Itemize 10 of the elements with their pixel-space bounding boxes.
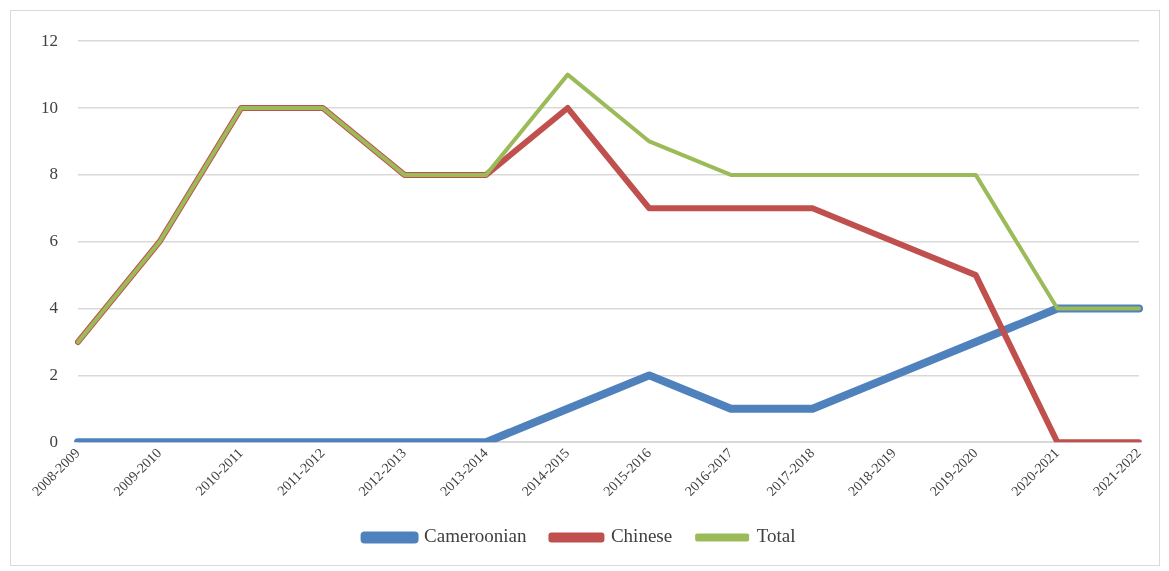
legend-label: Chinese — [610, 525, 673, 547]
y-tick-label: 0 — [49, 431, 58, 451]
legend-label: Total — [756, 525, 796, 547]
y-tick-label: 6 — [49, 231, 58, 251]
y-tick-label: 10 — [41, 97, 58, 117]
y-tick-label: 12 — [41, 30, 58, 50]
y-tick-label: 2 — [49, 364, 58, 384]
y-tick-label: 8 — [49, 164, 58, 184]
legend-label: Cameroonian — [424, 525, 527, 547]
y-tick-label: 4 — [49, 298, 59, 318]
